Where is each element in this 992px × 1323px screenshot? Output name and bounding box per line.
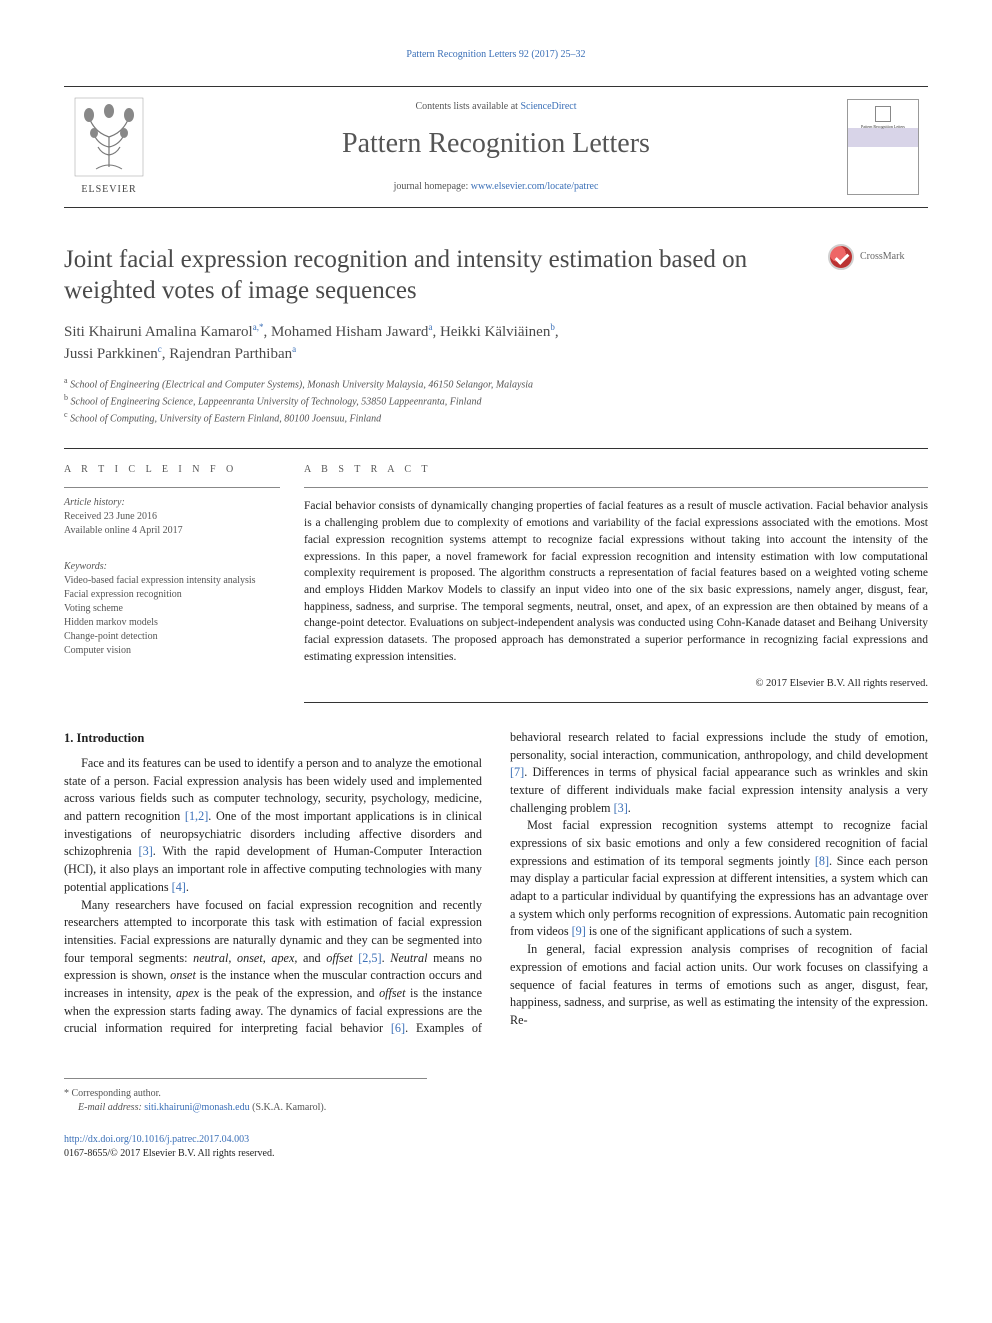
keyword-4: Change-point detection: [64, 630, 280, 644]
author-1: Siti Khairuni Amalina Kamarol: [64, 324, 253, 340]
issn-copyright: 0167-8655/© 2017 Elsevier B.V. All right…: [64, 1147, 928, 1161]
contents-prefix: Contents lists available at: [415, 101, 520, 112]
author-2: , Mohamed Hisham Jaward: [263, 324, 428, 340]
meta-abstract-row: A R T I C L E I N F O Article history: R…: [64, 448, 928, 702]
keyword-2: Voting scheme: [64, 602, 280, 616]
sciencedirect-link[interactable]: ScienceDirect: [520, 101, 576, 112]
page: Pattern Recognition Letters 92 (2017) 25…: [0, 0, 992, 1201]
p3c: is one of the significant applications o…: [586, 924, 852, 938]
ref-8[interactable]: [8]: [815, 854, 829, 868]
doi-block: http://dx.doi.org/10.1016/j.patrec.2017.…: [64, 1133, 928, 1161]
footnote-corr: Corresponding author.: [69, 1088, 161, 1099]
keywords-label: Keywords:: [64, 560, 280, 574]
history-online: Available online 4 April 2017: [64, 524, 280, 538]
body-text: 1. Introduction Face and its features ca…: [64, 729, 928, 1038]
para-3: Most facial expression recognition syste…: [510, 817, 928, 941]
ref-2-5[interactable]: [2,5]: [358, 951, 381, 965]
keywords-block: Keywords: Video-based facial expression …: [64, 552, 280, 658]
author-3: , Heikki Kälviäinen: [432, 324, 550, 340]
p2-it2: offset: [326, 951, 352, 965]
cover-thumb-block: Pattern Recognition Letters: [838, 99, 928, 195]
ref-3b[interactable]: [3]: [614, 801, 628, 815]
abstract-body: Facial behavior consists of dynamically …: [304, 487, 928, 665]
para-4: In general, facial expression analysis c…: [510, 941, 928, 1029]
para-1: Face and its features can be used to ide…: [64, 755, 482, 897]
banner-center: Contents lists available at ScienceDirec…: [154, 100, 838, 193]
p2k: .: [628, 801, 631, 815]
author-4: Jussi Parkkinen: [64, 346, 158, 362]
journal-banner: ELSEVIER Contents lists available at Sci…: [64, 86, 928, 208]
email-paren: (S.K.A. Kamarol).: [250, 1102, 327, 1113]
crossmark-widget[interactable]: CrossMark: [828, 244, 928, 270]
history-label: Article history:: [64, 496, 280, 510]
p1d: .: [186, 880, 189, 894]
homepage-prefix: journal homepage:: [394, 181, 471, 192]
author-5-aff: a: [292, 344, 296, 354]
p2j: . Differences in terms of physical facia…: [510, 765, 928, 814]
affil-text-c: School of Computing, University of Easte…: [68, 413, 382, 424]
doi-link[interactable]: http://dx.doi.org/10.1016/j.patrec.2017.…: [64, 1134, 249, 1145]
ref-1-2[interactable]: [1,2]: [185, 809, 208, 823]
affil-text-b: School of Engineering Science, Lappeenra…: [68, 396, 481, 407]
abstract-head: A B S T R A C T: [304, 463, 928, 477]
p2g: is the peak of the expression, and: [199, 986, 379, 1000]
keyword-3: Hidden markov models: [64, 616, 280, 630]
p2-it5: apex: [176, 986, 199, 1000]
ref-4[interactable]: [4]: [172, 880, 186, 894]
ref-6[interactable]: [6]: [391, 1021, 405, 1035]
journal-cover-icon: Pattern Recognition Letters: [847, 99, 919, 195]
p2d: .: [382, 951, 391, 965]
section-1-head: 1. Introduction: [64, 729, 482, 747]
publisher-name: ELSEVIER: [81, 183, 136, 197]
abstract: A B S T R A C T Facial behavior consists…: [304, 463, 928, 702]
article-info-head: A R T I C L E I N F O: [64, 463, 280, 477]
affiliation-b: b School of Engineering Science, Lappeen…: [64, 392, 928, 409]
author-3-aff: b: [550, 322, 555, 332]
p2-it1: neutral, onset, apex,: [193, 951, 297, 965]
email-label: E-mail address:: [78, 1102, 144, 1113]
title-row: Joint facial expression recognition and …: [64, 244, 928, 307]
keyword-5: Computer vision: [64, 644, 280, 658]
corresponding-footnote: * Corresponding author. E-mail address: …: [64, 1078, 427, 1115]
author-list: Siti Khairuni Amalina Kamarola,*, Mohame…: [64, 321, 928, 365]
article-title: Joint facial expression recognition and …: [64, 244, 828, 307]
running-head: Pattern Recognition Letters 92 (2017) 25…: [64, 48, 928, 62]
affiliations: a School of Engineering (Electrical and …: [64, 375, 928, 427]
homepage-line: journal homepage: www.elsevier.com/locat…: [154, 180, 838, 194]
author-5: , Rajendran Parthiban: [162, 346, 292, 362]
corresponding-email-link[interactable]: siti.khairuni@monash.edu: [144, 1102, 249, 1113]
article-info: A R T I C L E I N F O Article history: R…: [64, 463, 304, 702]
keyword-1: Facial expression recognition: [64, 588, 280, 602]
elsevier-tree-icon: [74, 97, 144, 177]
ref-7[interactable]: [7]: [510, 765, 524, 779]
affiliation-c: c School of Computing, University of Eas…: [64, 409, 928, 426]
history-received: Received 23 June 2016: [64, 510, 280, 524]
crossmark-icon: [828, 244, 854, 270]
ref-9[interactable]: [9]: [572, 924, 586, 938]
affil-text-a: School of Engineering (Electrical and Co…: [68, 379, 534, 390]
ref-3[interactable]: [3]: [139, 844, 153, 858]
p2-it3: Neutral: [390, 951, 427, 965]
keyword-0: Video-based facial expression intensity …: [64, 574, 280, 588]
publisher-block: ELSEVIER: [64, 97, 154, 197]
p2b: and: [297, 951, 326, 965]
p2-it6: offset: [379, 986, 405, 1000]
history-block: Article history: Received 23 June 2016 A…: [64, 487, 280, 538]
contents-line: Contents lists available at ScienceDirec…: [154, 100, 838, 114]
affiliation-a: a School of Engineering (Electrical and …: [64, 375, 928, 392]
homepage-link[interactable]: www.elsevier.com/locate/patrec: [471, 181, 599, 192]
journal-name: Pattern Recognition Letters: [154, 124, 838, 163]
crossmark-label: CrossMark: [860, 250, 904, 264]
p2-it4: onset: [170, 968, 196, 982]
abstract-copyright: © 2017 Elsevier B.V. All rights reserved…: [304, 677, 928, 703]
cover-thumb-label: Pattern Recognition Letters: [852, 124, 914, 130]
